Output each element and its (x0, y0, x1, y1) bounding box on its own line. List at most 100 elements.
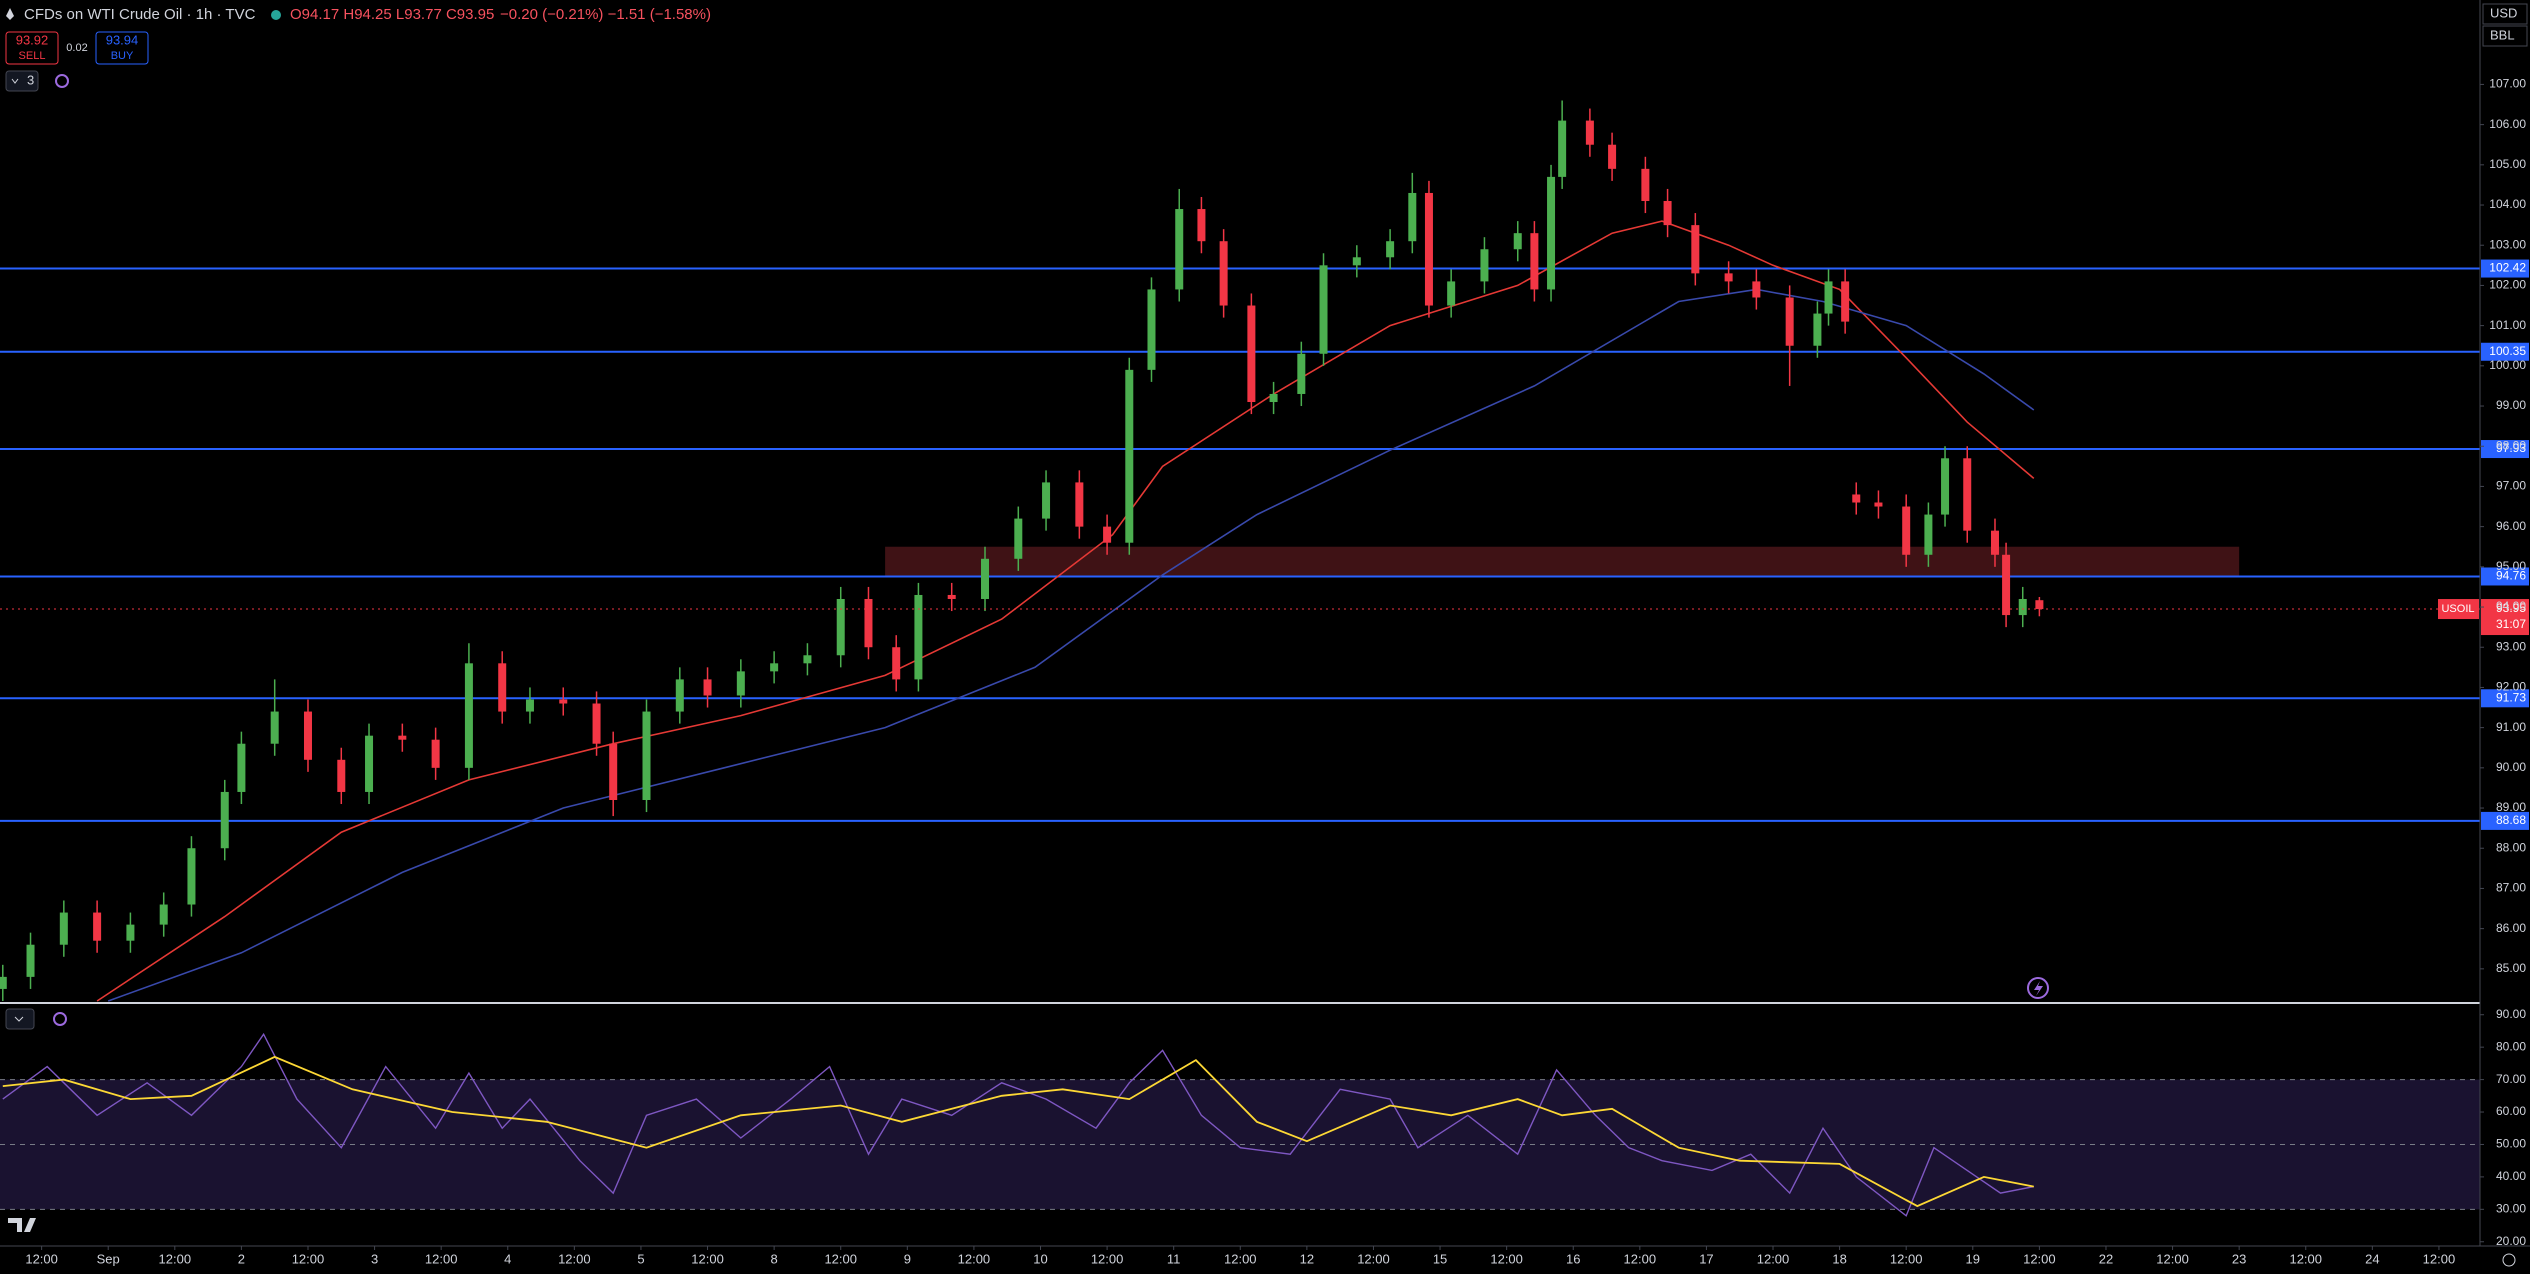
indicator-count: 3 (27, 72, 34, 87)
level-label: 91.73 (2496, 690, 2526, 704)
y-tick-label: 88.00 (2496, 840, 2526, 854)
currency-box[interactable] (2482, 3, 2528, 25)
level-label: 94.76 (2496, 569, 2526, 583)
candle-body (1691, 225, 1700, 274)
candle-body (803, 655, 812, 664)
buy-button[interactable] (95, 31, 149, 65)
x-tick-label: 12:00 (691, 1251, 724, 1266)
candle-body (1219, 241, 1228, 306)
candle-body (1608, 144, 1617, 169)
candle-body (2035, 600, 2044, 610)
y-tick-label: 80.00 (2496, 1039, 2526, 1053)
candle-body (1408, 192, 1417, 242)
candle-body (1924, 514, 1933, 555)
candle-body (1125, 369, 1134, 543)
candle-body (187, 848, 196, 905)
indicators-toggle[interactable] (5, 70, 39, 92)
candle-body (1386, 241, 1395, 258)
candle-body (1641, 168, 1650, 202)
x-tick-label: 17 (1699, 1251, 1713, 1266)
candle-body (1530, 233, 1539, 290)
candle-body (0, 976, 7, 989)
candle-body (1941, 458, 1950, 515)
candle-body (1147, 289, 1156, 370)
level-label: 97.93 (2496, 441, 2526, 455)
sell-button[interactable] (5, 31, 59, 65)
symbol-title[interactable]: CFDs on WTI Crude Oil · 1h · TVC (24, 6, 256, 23)
level-label: 100.35 (2489, 344, 2526, 358)
candle-body (770, 663, 779, 672)
settings-icon[interactable] (2502, 1253, 2516, 1267)
candle-body (914, 594, 923, 680)
level-label-box (2481, 440, 2529, 459)
candle-body (1813, 313, 1822, 346)
candle-body (237, 743, 246, 792)
candle-body (736, 671, 745, 696)
plot-layer (0, 100, 2480, 1217)
x-tick-label: 12:00 (1224, 1251, 1257, 1266)
level-label: 102.42 (2489, 261, 2526, 275)
candle-body (1103, 526, 1112, 543)
candle-body (1990, 530, 1999, 555)
ohlc: O94.17 H94.25 L93.77 C93.95 (290, 6, 494, 23)
candle-body (26, 944, 35, 977)
sync-icon[interactable] (55, 74, 69, 88)
x-tick-label: 3 (371, 1251, 378, 1266)
candle-body (1558, 120, 1567, 177)
indicator-line (2, 1055, 2034, 1208)
candle-body (1547, 176, 1556, 290)
candle-body (1752, 281, 1761, 298)
candle-body (642, 711, 651, 800)
x-tick-label: 11 (1167, 1251, 1181, 1266)
x-tick-label: 12:00 (824, 1251, 857, 1266)
sync-icon[interactable] (53, 1012, 67, 1026)
candle-body (1963, 458, 1972, 531)
candle-body (1513, 233, 1522, 250)
y-tick-label: 105.00 (2489, 157, 2526, 171)
x-tick-label: 12:00 (2423, 1251, 2456, 1266)
currency: USD (2490, 5, 2517, 20)
level-label-box (2481, 689, 2529, 708)
candle-body (1785, 297, 1794, 346)
candle-body (2002, 554, 2011, 616)
chevron (14, 1016, 24, 1022)
y-tick-label: 85.00 (2496, 961, 2526, 975)
x-tick-label: 8 (771, 1251, 778, 1266)
candle-body (1297, 353, 1306, 394)
candle-body (126, 924, 135, 941)
logo[interactable] (8, 1218, 36, 1232)
x-tick-label: 12:00 (1890, 1251, 1923, 1266)
x-tick-label: 19 (1966, 1251, 1980, 1266)
unit-box[interactable] (2482, 25, 2528, 47)
y-tick-label: 70.00 (2496, 1072, 2526, 1086)
level-label-box (2481, 342, 2529, 361)
symbol-tag: USOIL (2441, 603, 2474, 615)
y-tick-label: 96.00 (2496, 519, 2526, 533)
candle-body (836, 598, 845, 656)
change: −0.20 (−0.21%) −1.51 (−1.58%) (500, 6, 711, 23)
candle-body (431, 739, 440, 768)
candle-body (559, 699, 568, 704)
candle-body (220, 791, 229, 849)
candle-body (609, 743, 618, 800)
y-tick-label: 98.00 (2496, 438, 2526, 452)
alert-bolt (2034, 981, 2043, 996)
y-tick-label: 90.00 (2496, 760, 2526, 774)
x-tick-label: 12:00 (1091, 1251, 1124, 1266)
x-tick-label: 9 (904, 1251, 911, 1266)
candle-body (159, 904, 168, 925)
candle-body (59, 912, 68, 945)
zone (885, 546, 2240, 577)
x-tick-label: 4 (504, 1251, 511, 1266)
pane-toggle[interactable] (5, 1008, 35, 1030)
alert-icon[interactable] (2027, 977, 2049, 999)
y-tick-label: 50.00 (2496, 1137, 2526, 1151)
candle-body (1841, 281, 1850, 322)
candle-body (1447, 281, 1456, 306)
y-tick-label: 99.00 (2496, 398, 2526, 412)
candle-body (498, 663, 507, 712)
candle-body (303, 711, 312, 760)
x-tick-label: 15 (1433, 1251, 1447, 1266)
x-tick-label: 5 (637, 1251, 644, 1266)
